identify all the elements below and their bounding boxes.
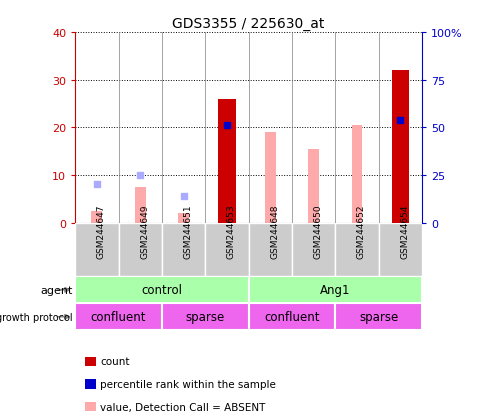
Text: GSM244653: GSM244653 [227,204,235,258]
Text: sparse: sparse [358,311,397,323]
Bar [391,71,408,223]
Bar [334,223,378,277]
Text: GSM244648: GSM244648 [270,204,279,258]
Bar [135,188,145,223]
Bar [218,100,235,223]
Text: agent: agent [40,285,73,295]
Text: GSM244654: GSM244654 [399,204,408,258]
Text: control: control [141,284,182,297]
Text: GSM244651: GSM244651 [183,204,192,258]
Text: GSM244647: GSM244647 [97,204,106,258]
Text: value, Detection Call = ABSENT: value, Detection Call = ABSENT [100,402,265,412]
Text: sparse: sparse [185,311,225,323]
Bar [162,223,205,277]
Bar [118,223,162,277]
Text: GSM244652: GSM244652 [356,204,365,258]
Bar [264,133,275,223]
Text: Ang1: Ang1 [319,284,350,297]
Bar [351,126,362,223]
Bar [378,223,421,277]
Text: count: count [100,356,130,366]
Text: GSM244650: GSM244650 [313,204,322,258]
Text: confluent: confluent [91,311,146,323]
Bar [291,223,334,277]
Title: GDS3355 / 225630_at: GDS3355 / 225630_at [172,17,324,31]
Bar [307,150,318,223]
Bar [162,304,248,330]
Text: GSM244649: GSM244649 [140,204,149,258]
Text: confluent: confluent [264,311,319,323]
Text: growth protocol: growth protocol [0,312,73,322]
Bar [248,304,334,330]
Bar [248,277,421,304]
Bar [205,223,248,277]
Bar [248,223,291,277]
Bar [75,304,162,330]
Bar [178,214,189,223]
Bar [75,223,118,277]
Bar [75,277,248,304]
Text: percentile rank within the sample: percentile rank within the sample [100,379,276,389]
Bar [91,211,102,223]
Bar [334,304,421,330]
